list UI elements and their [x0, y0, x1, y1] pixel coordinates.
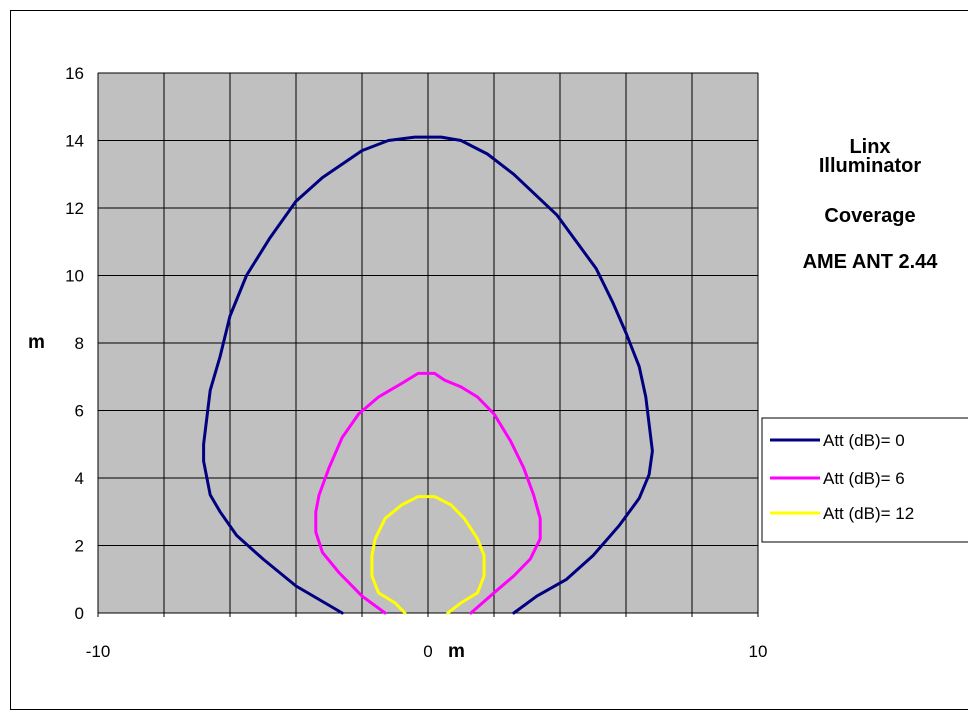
- y-tick-label: 0: [75, 604, 84, 623]
- x-axis-title: m: [448, 641, 465, 662]
- y-axis-title: m: [28, 332, 45, 353]
- x-tick-label: -10: [86, 642, 111, 661]
- y-tick-label: 12: [65, 199, 84, 218]
- legend: Att (dB)= 0 Att (dB)= 6 Att (dB)= 12: [761, 417, 968, 543]
- grid: [97, 72, 759, 617]
- legend-label-3: Att (dB)= 12: [823, 504, 914, 523]
- series-line-1: [202, 135, 654, 615]
- legend-label-2: Att (dB)= 6: [823, 469, 905, 488]
- x-tick-label: 10: [749, 642, 768, 661]
- series-line-2: [314, 371, 542, 615]
- annotation-line-2: Illuminator: [819, 155, 921, 177]
- y-tick-label: 2: [75, 537, 84, 556]
- x-tick-label: 0: [423, 642, 432, 661]
- series-layer: [202, 135, 654, 615]
- annotation-line-3: Coverage: [824, 205, 915, 227]
- y-tick-label: 6: [75, 402, 84, 421]
- y-tick-label: 16: [65, 64, 84, 83]
- annotation-line-4: AME ANT 2.44: [803, 251, 939, 273]
- y-tick-label: 4: [75, 469, 84, 488]
- y-tick-label: 10: [65, 267, 84, 286]
- legend-label-1: Att (dB)= 0: [823, 431, 905, 450]
- y-tick-label: 14: [65, 132, 84, 151]
- chart-annotation: Linx Illuminator Coverage AME ANT 2.44: [803, 136, 939, 273]
- series-line-3: [370, 495, 486, 615]
- annotation-line-1: Linx: [849, 136, 890, 158]
- y-tick-label: 8: [75, 334, 84, 353]
